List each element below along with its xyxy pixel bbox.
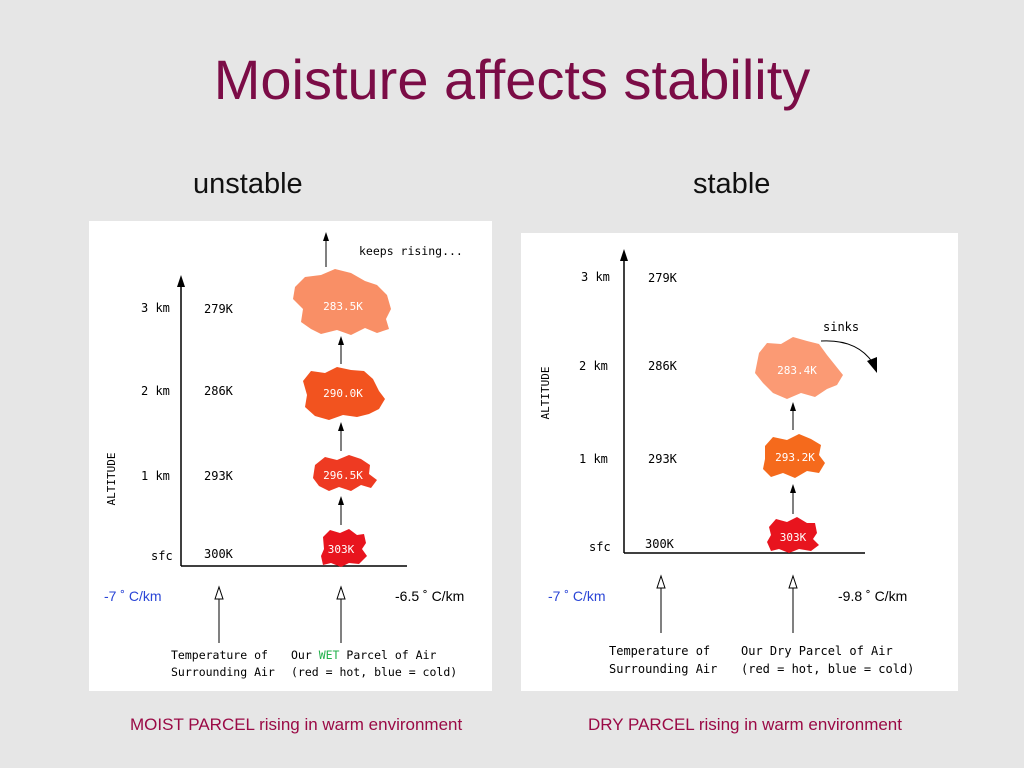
env-pointer-head-icon bbox=[656, 574, 666, 589]
unstable-diagram: ALTITUDE sfc 1 km 2 km 3 km 300K 293K 28… bbox=[105, 232, 463, 679]
env-temp-3km: 279K bbox=[648, 271, 678, 285]
alt-label-sfc: sfc bbox=[151, 549, 173, 563]
heading-stable: stable bbox=[693, 168, 771, 200]
parcel-temp-3km: 283.5K bbox=[323, 300, 363, 313]
stable-diagram-panel: ALTITUDE sfc 1 km 2 km 3 km 300K 293K 28… bbox=[521, 233, 958, 691]
env-label-line2: Surrounding Air bbox=[171, 665, 275, 679]
parcel-label-line1: Our Dry Parcel of Air bbox=[741, 644, 893, 658]
parcel-temp-1km: 296.5K bbox=[323, 469, 363, 482]
parcel-blob-sfc bbox=[321, 529, 367, 567]
sinks-arrow-head-icon bbox=[867, 357, 877, 373]
parcel-blob-sfc bbox=[767, 517, 819, 553]
alt-label-2km: 2 km bbox=[141, 384, 170, 398]
rise-arrow-head-icon bbox=[790, 484, 796, 493]
sinks-note: sinks bbox=[823, 320, 859, 334]
rise-arrow-head-icon bbox=[338, 336, 344, 345]
alt-label-1km: 1 km bbox=[141, 469, 170, 483]
env-lapse-rate-left: -7 ˚ C/km bbox=[104, 588, 162, 604]
parcel-blob-1km bbox=[763, 434, 825, 478]
parcel-temp-sfc: 303K bbox=[780, 531, 807, 544]
env-label-line1: Temperature of bbox=[171, 648, 268, 662]
parcel-lapse-rate-left: -6.5 ˚ C/km bbox=[395, 588, 465, 604]
parcel-pointer-head-icon bbox=[336, 585, 346, 600]
y-axis-arrow-icon bbox=[620, 249, 628, 261]
axis-label: ALTITUDE bbox=[105, 453, 118, 506]
parcel-blob-3km bbox=[293, 269, 391, 335]
alt-label-3km: 3 km bbox=[581, 270, 610, 284]
alt-label-sfc: sfc bbox=[589, 540, 611, 554]
stable-diagram: ALTITUDE sfc 1 km 2 km 3 km 300K 293K 28… bbox=[539, 249, 914, 676]
wet-word: WET bbox=[319, 648, 340, 662]
parcel-temp-sfc: 303K bbox=[328, 543, 355, 556]
sinks-arrow bbox=[820, 340, 874, 364]
parcel-blob-2km bbox=[303, 367, 385, 420]
rise-arrow-head-icon bbox=[338, 422, 344, 431]
env-temp-sfc: 300K bbox=[204, 547, 234, 561]
env-temp-1km: 293K bbox=[204, 469, 234, 483]
env-lapse-rate-right: -7 ˚ C/km bbox=[548, 588, 606, 604]
slide-title: Moisture affects stability bbox=[213, 48, 811, 111]
parcel-lapse-rate-right: -9.8 ˚ C/km bbox=[838, 588, 908, 604]
env-temp-3km: 279K bbox=[204, 302, 234, 316]
parcel-temp-2km: 283.4K bbox=[777, 364, 817, 377]
parcel-label-line2: (red = hot, blue = cold) bbox=[291, 665, 457, 679]
env-temp-2km: 286K bbox=[204, 384, 234, 398]
parcel-label-line1: Our WET Parcel of Air bbox=[291, 648, 436, 662]
parcel-pointer-head-icon bbox=[788, 574, 798, 589]
parcel-blob-1km bbox=[313, 455, 377, 491]
y-axis-arrow-icon bbox=[177, 275, 185, 287]
env-temp-2km: 286K bbox=[648, 359, 678, 373]
parcel-label-line2: (red = hot, blue = cold) bbox=[741, 662, 914, 676]
alt-label-3km: 3 km bbox=[141, 301, 170, 315]
env-temp-sfc: 300K bbox=[645, 537, 675, 551]
parcel-temp-1km: 293.2K bbox=[775, 451, 815, 464]
keeps-rising-note: keeps rising... bbox=[359, 244, 463, 258]
caption-right: DRY PARCEL rising in warm environment bbox=[588, 715, 902, 734]
rise-arrow-head-icon bbox=[323, 232, 329, 241]
parcel-blob-2km bbox=[755, 337, 843, 399]
rise-arrow-head-icon bbox=[790, 402, 796, 411]
unstable-diagram-panel: ALTITUDE sfc 1 km 2 km 3 km 300K 293K 28… bbox=[89, 221, 492, 691]
heading-unstable: unstable bbox=[193, 168, 303, 200]
rise-arrow-head-icon bbox=[338, 496, 344, 505]
env-temp-1km: 293K bbox=[648, 452, 678, 466]
parcel-temp-2km: 290.0K bbox=[323, 387, 363, 400]
alt-label-1km: 1 km bbox=[579, 452, 608, 466]
caption-left: MOIST PARCEL rising in warm environment bbox=[130, 715, 463, 734]
env-label-line1: Temperature of bbox=[609, 644, 710, 658]
env-label-line2: Surrounding Air bbox=[609, 662, 717, 676]
axis-label: ALTITUDE bbox=[539, 367, 552, 420]
env-pointer-head-icon bbox=[214, 585, 224, 600]
alt-label-2km: 2 km bbox=[579, 359, 608, 373]
